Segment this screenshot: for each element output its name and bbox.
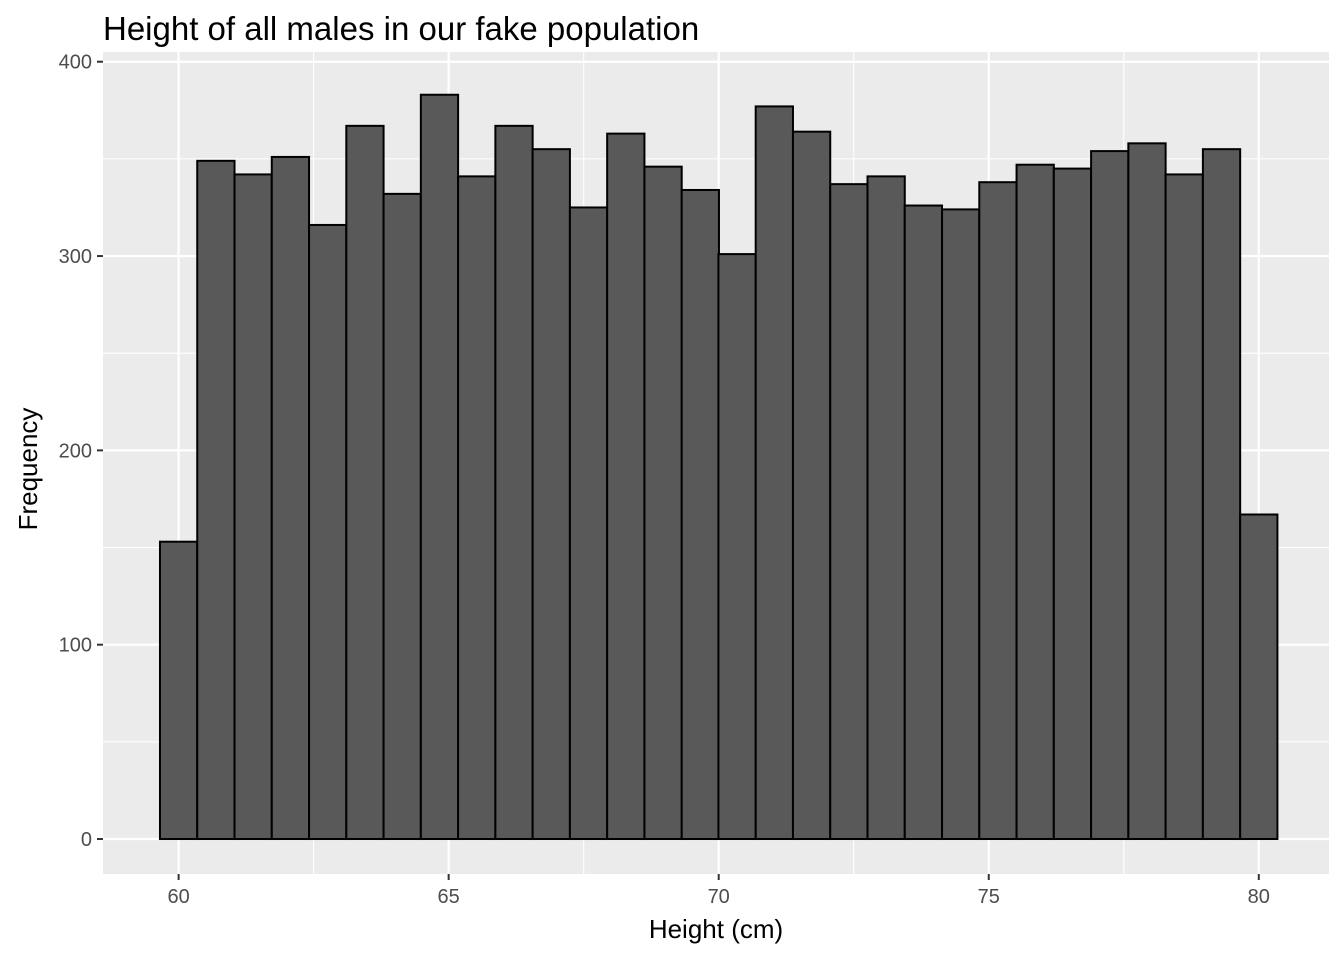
- histogram-bar: [717, 253, 757, 841]
- histogram-bar: [606, 132, 646, 841]
- y-axis-label: Frequency: [13, 408, 43, 531]
- x-tick-label: 80: [1248, 886, 1270, 908]
- y-tick-label: 400: [59, 52, 92, 74]
- histogram-bar: [419, 93, 460, 841]
- y-tick-label: 300: [59, 246, 92, 268]
- histogram-bar: [1127, 142, 1167, 841]
- histogram-bar: [233, 173, 273, 841]
- histogram-bar: [941, 208, 981, 841]
- histogram-bar: [1015, 163, 1055, 841]
- histogram-bar: [382, 192, 422, 841]
- histogram-bar: [754, 105, 794, 841]
- x-tick-label: 60: [167, 886, 189, 908]
- x-tick-label: 75: [978, 886, 1000, 908]
- histogram-bars: [158, 93, 1279, 841]
- histogram-bar: [1052, 167, 1093, 841]
- histogram-bar: [308, 223, 348, 841]
- histogram-bar: [345, 124, 385, 841]
- histogram-bar: [829, 183, 869, 841]
- y-axis: 0 100 200 300 400: [59, 52, 103, 851]
- chart-title: Height of all males in our fake populati…: [103, 10, 699, 47]
- histogram-bar: [568, 206, 609, 841]
- x-axis-label: Height (cm): [649, 914, 783, 944]
- x-tick-label: 65: [438, 886, 460, 908]
- histogram-bar: [791, 130, 832, 841]
- y-tick-label: 0: [81, 829, 92, 851]
- histogram-bar: [494, 124, 534, 841]
- x-axis: 60 65 70 75 80: [167, 874, 1270, 908]
- histogram-bar: [457, 175, 497, 841]
- y-tick-label: 100: [59, 635, 92, 657]
- histogram-bar: [1164, 173, 1204, 841]
- histogram-bar: [643, 165, 683, 841]
- histogram-bar: [158, 540, 199, 841]
- x-tick-label: 70: [708, 886, 730, 908]
- histogram-bar: [531, 148, 571, 841]
- histogram-bar: [903, 204, 944, 841]
- histogram-bar: [1201, 148, 1242, 841]
- histogram-bar: [978, 181, 1018, 841]
- histogram-bar: [1090, 150, 1130, 841]
- histogram-bar: [680, 188, 720, 841]
- histogram-bar: [196, 159, 236, 841]
- histogram-bar: [1239, 513, 1279, 841]
- y-tick-label: 200: [59, 440, 92, 462]
- histogram-bar: [866, 175, 906, 841]
- histogram-bar: [270, 155, 311, 841]
